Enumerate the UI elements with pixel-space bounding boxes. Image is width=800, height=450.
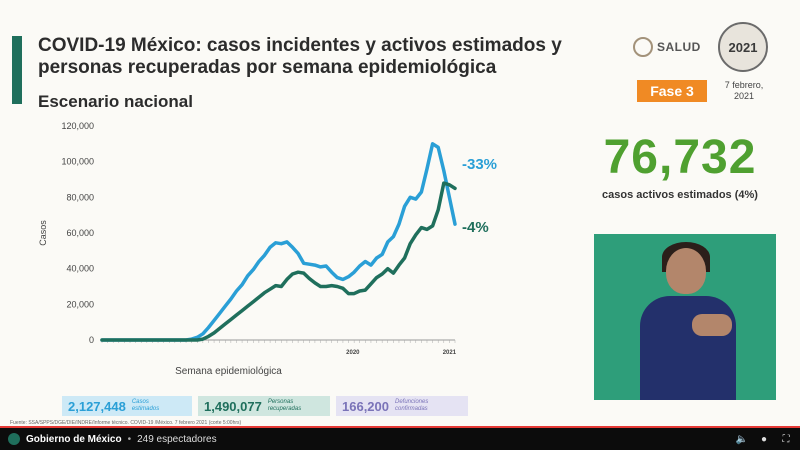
slide-title: COVID-19 México: casos incidentes y acti… [38, 35, 562, 78]
y-tick-label: 40,000 [66, 264, 94, 274]
viewer-count: 249 espectadores [137, 433, 217, 445]
summary-estimated-cases: 2,127,448 Casos estimados [62, 396, 192, 416]
y-tick-label: 20,000 [66, 299, 94, 309]
summary-value: 2,127,448 [68, 398, 126, 414]
cases-line-chart: 0 20,000 40,000 60,000 80,000 100,000 120,000 2… [38, 121, 457, 377]
summary-value: 166,200 [342, 398, 389, 414]
report-date: 7 febrero, 2021 [724, 80, 764, 101]
fase-badge: Fase 3 [637, 80, 707, 102]
series-line-0 [100, 142, 457, 342]
y-tick-label: 80,000 [66, 192, 94, 202]
y-axis-label: Casos [38, 220, 48, 246]
summary-label: Defunciones confirmadas [395, 399, 429, 412]
y-tick-label: 0 [89, 335, 94, 345]
slide-subtitle: Escenario nacional [38, 92, 193, 111]
series-line-1 [100, 181, 457, 342]
active-cases-number: 76,732 [603, 131, 757, 184]
summary-deaths: 166,200 Defunciones confirmadas [336, 396, 468, 416]
green-series-change: -4% [462, 219, 489, 236]
channel-name[interactable]: Gobierno de México [26, 433, 122, 445]
player-controls: 🔈 ● ⛶ [736, 433, 792, 445]
summary-label: Personas recuperadas [267, 399, 302, 412]
y-tick-label: 60,000 [66, 228, 94, 238]
volume-icon[interactable]: 🔈 [735, 433, 749, 445]
blue-series-change: -33% [462, 156, 498, 173]
interpreter-body [640, 296, 736, 400]
seal-icon [633, 37, 653, 57]
summary-label: Casos estimados [131, 399, 160, 412]
video-progress-fill [0, 426, 800, 428]
summary-recovered: 1,490,077 Personas recuperadas [198, 396, 330, 416]
x-tick-label: 2020 [346, 350, 360, 356]
channel-avatar-icon[interactable] [8, 433, 20, 445]
x-tick-label: 2021 [443, 350, 457, 356]
sign-language-interpreter-video [594, 234, 776, 400]
salud-logo-text: SALUD [657, 40, 701, 54]
presentation-slide: COVID-19 México: casos incidentes y acti… [0, 0, 800, 428]
active-cases-caption: casos activos estimados (4%) [602, 189, 758, 201]
y-tick-label: 100,000 [61, 157, 94, 167]
salud-logo: SALUD [633, 36, 715, 58]
interpreter-hands [692, 314, 732, 336]
fullscreen-icon[interactable]: ⛶ [782, 433, 790, 445]
year-2021-logo: 2021 [718, 22, 768, 72]
y-tick-label: 120,000 [61, 121, 94, 131]
x-axis-label: Semana epidemiológica [175, 366, 282, 377]
data-source: Fuente: SSA/SPPS/DGE/DIE/INDRE/Informe t… [10, 420, 242, 426]
summary-value: 1,490,077 [204, 398, 262, 414]
accent-bar [12, 36, 22, 104]
video-player-bar: Gobierno de México • 249 espectadores 🔈 … [0, 428, 800, 450]
location-icon[interactable]: ● [760, 433, 768, 445]
interpreter-head [666, 248, 706, 294]
video-progress-bar[interactable] [0, 426, 800, 428]
separator: • [127, 433, 132, 445]
